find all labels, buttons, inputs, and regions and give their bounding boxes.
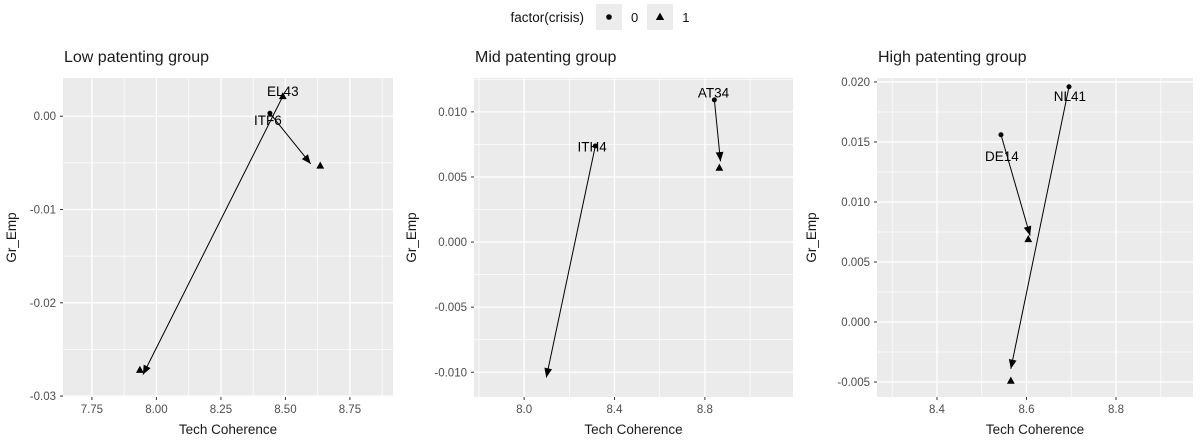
y-axis-title: Gr_Emp [4,212,19,262]
plot-panel [63,78,393,397]
region-label: NL41 [1054,89,1086,104]
x-axis-title: Tech Coherence [179,422,277,437]
x-tick-label: 8.4 [929,404,946,416]
arrowhead [1008,358,1017,369]
y-tick-label: 0.005 [841,257,870,269]
x-tick-label: 8.6 [1018,404,1034,416]
facet-low-patenting-chart: 7.75 8.00 8.25 8.50 8.75 0.00 -0.01 -0.02 -0.03 L… [4,49,393,437]
facet-high-patenting-chart: 8.4 8.6 8.8 0.020 0.015 0.010 0.005 0.000 -0.005… [804,49,1193,437]
plot-panel [474,78,793,397]
trajectory-line [545,145,596,378]
data-point-triangle [1006,376,1015,384]
y-tick-label: 0.020 [841,77,870,89]
legend-key-crisis-0 [596,4,623,30]
region-label: AT34 [698,85,730,100]
x-tick-label: 8.50 [274,404,296,416]
data-point-circle [1066,84,1072,90]
facet-title: Mid patenting group [475,49,617,66]
trajectory-line [142,96,284,375]
data-point-circle [711,97,717,103]
y-tick-label: -0.005 [434,302,467,314]
facet-mid-patenting-chart: 8.0 8.4 8.8 0.010 0.005 0.000 -0.005 -0.010 Mid … [404,49,793,437]
data-point-circle [998,132,1004,138]
trajectory-line [1010,86,1070,369]
triangle-marker-icon [656,12,665,20]
x-tick-label: 8.0 [516,404,532,416]
x-axis-title: Tech Coherence [584,422,682,437]
y-tick-label: -0.005 [837,377,870,389]
arrowhead [142,364,151,375]
arrowhead [715,151,724,162]
x-axis-title: Tech Coherence [986,422,1084,437]
facet-row: 7.75 8.00 8.25 8.50 8.75 0.00 -0.01 -0.02 -0.03 L… [0,34,1200,443]
x-tick-label: 8.8 [1108,404,1124,416]
region-label: ITF6 [254,113,282,128]
y-tick-label: 0.00 [34,111,56,123]
trajectory-line [713,99,721,162]
legend-item-label: 1 [682,9,690,25]
data-point-triangle [316,161,325,169]
x-tick-label: 8.8 [697,404,713,416]
y-tick-label: -0.010 [434,367,467,379]
y-tick-label: 0.010 [841,197,870,209]
legend-item-crisis-1: 1 [647,4,689,30]
y-tick-label: 0.005 [438,172,467,184]
facet-title: High patenting group [878,49,1027,66]
plot-panel [877,78,1193,397]
x-tick-label: 8.4 [607,404,624,416]
legend-item-crisis-0: 0 [596,4,638,30]
y-axis-title: Gr_Emp [404,212,419,262]
x-tick-label: 7.75 [81,404,103,416]
region-label: EL43 [267,84,299,99]
data-point-circle [267,110,273,116]
y-tick-label: -0.01 [30,205,56,217]
y-tick-label: -0.03 [30,391,56,403]
data-point-triangle [135,365,144,373]
y-tick-label: 0.015 [841,137,870,149]
arrowhead [1023,225,1032,236]
y-tick-label: 0.010 [438,107,467,119]
y-tick-label: 0.000 [841,317,870,329]
data-point-triangle [1024,234,1033,243]
legend-item-label: 0 [631,9,639,25]
legend-key-crisis-1 [647,4,674,30]
arrowhead [544,367,553,378]
facet-title: Low patenting group [64,49,209,66]
y-axis-title: Gr_Emp [804,212,819,262]
circle-marker-icon [606,14,612,20]
data-point-triangle [278,92,287,100]
legend-title: factor(crisis) [510,9,585,25]
trajectory-line [269,112,312,165]
data-point-triangle [715,163,724,171]
region-label: DE14 [985,149,1019,164]
x-tick-label: 8.75 [339,404,361,416]
x-tick-label: 8.25 [210,404,232,416]
region-label: ITH4 [578,140,608,155]
x-tick-label: 8.00 [145,404,167,416]
legend: factor(crisis) 0 1 [0,1,1200,33]
y-tick-label: 0.000 [438,237,467,249]
arrowhead [301,154,311,164]
trajectory-line [1000,134,1031,236]
data-point-circle [592,143,598,149]
y-tick-label: -0.02 [30,298,56,310]
